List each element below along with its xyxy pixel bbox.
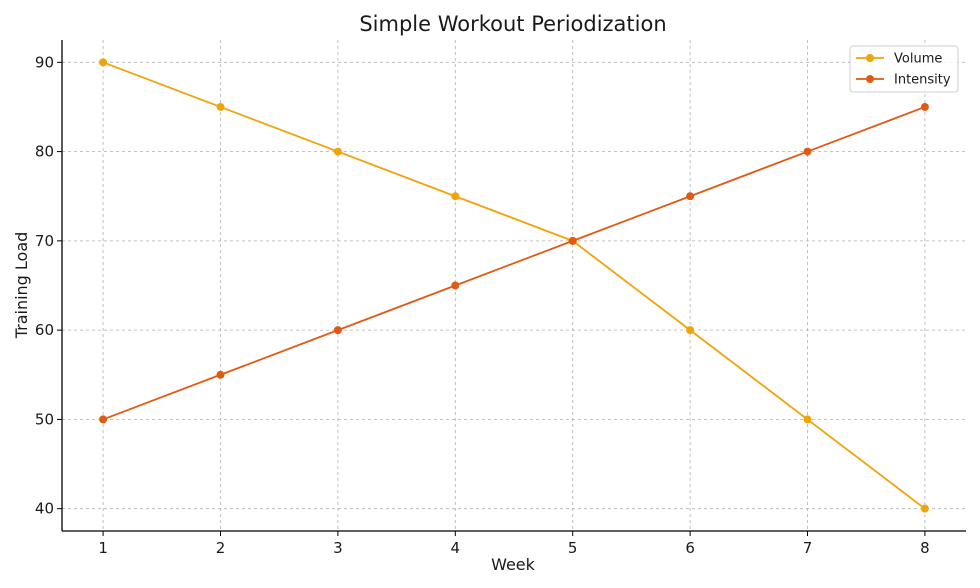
legend-swatch-marker-volume (866, 54, 874, 62)
intensity-point-week-1 (99, 415, 108, 424)
volume-point-week-7 (803, 415, 812, 424)
y-tick-label-70: 70 (35, 232, 54, 250)
grid (62, 40, 966, 531)
legend-label-volume: Volume (894, 52, 942, 67)
y-tick-label-40: 40 (35, 500, 54, 518)
y-axis-label: Training Load (12, 232, 31, 340)
volume-point-week-8 (920, 504, 929, 513)
volume-point-week-3 (333, 147, 342, 156)
volume-point-week-4 (451, 192, 460, 201)
volume-point-week-6 (686, 326, 695, 335)
y-tick-label-50: 50 (35, 410, 54, 428)
legend-swatch-marker-intensity (866, 75, 874, 83)
intensity-point-week-8 (920, 102, 929, 111)
x-tick-label-2: 2 (216, 539, 226, 557)
intensity-point-week-5 (568, 236, 577, 245)
intensity-point-week-2 (216, 370, 225, 379)
y-tick-label-60: 60 (35, 321, 54, 339)
x-tick-label-5: 5 (568, 539, 578, 557)
volume-series-line (102, 61, 926, 510)
x-tick-label-7: 7 (803, 539, 813, 557)
intensity-point-week-6 (686, 192, 695, 201)
x-tick-label-8: 8 (920, 539, 930, 557)
legend-entry-volume: Volume (856, 52, 942, 67)
x-tick-label-6: 6 (685, 539, 695, 557)
legend-entry-intensity: Intensity (856, 73, 951, 88)
ticks: 1 2 3 4 5 6 7 8 40 50 60 70 80 90 (35, 53, 930, 557)
x-tick-label-4: 4 (451, 539, 461, 557)
x-axis-label: Week (491, 555, 536, 574)
legend-label-intensity: Intensity (894, 73, 951, 88)
intensity-point-week-7 (803, 147, 812, 156)
legend: Volume Intensity (849, 45, 959, 93)
series (99, 58, 929, 513)
y-tick-label-80: 80 (35, 143, 54, 161)
volume-point-week-1 (99, 58, 108, 67)
intensity-series-line (102, 106, 926, 421)
chart-title: Simple Workout Periodization (359, 12, 666, 36)
volume-point-week-2 (216, 102, 225, 111)
y-tick-label-90: 90 (35, 53, 54, 71)
x-tick-label-1: 1 (98, 539, 108, 557)
x-tick-label-3: 3 (333, 539, 343, 557)
axes (61, 40, 966, 532)
intensity-point-week-4 (451, 281, 460, 290)
intensity-point-week-3 (333, 326, 342, 335)
legend-entries: Volume Intensity (856, 52, 951, 88)
